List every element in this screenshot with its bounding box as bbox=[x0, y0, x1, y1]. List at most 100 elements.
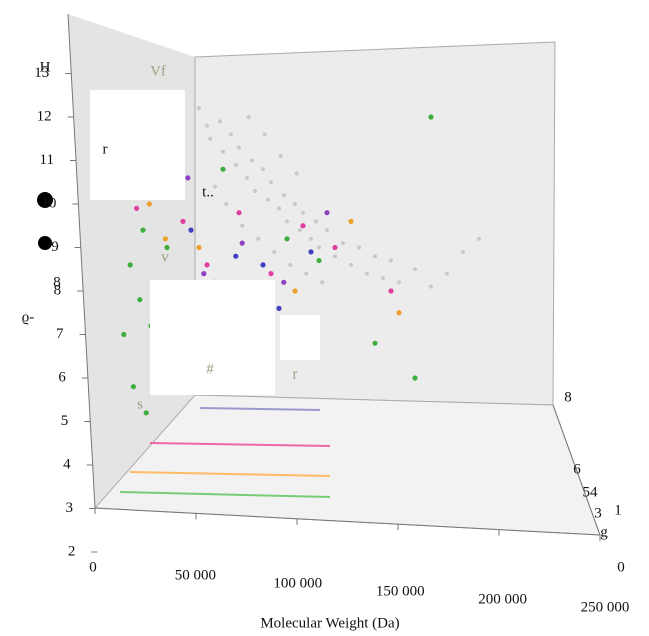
point bbox=[477, 236, 481, 241]
z-tick-label: 54 bbox=[583, 484, 599, 500]
point bbox=[127, 262, 133, 268]
point bbox=[325, 228, 329, 233]
x-tick-label: 100 000 bbox=[273, 575, 322, 591]
annotation: # bbox=[206, 361, 214, 377]
point bbox=[294, 171, 299, 176]
point bbox=[134, 205, 140, 211]
point bbox=[146, 201, 152, 207]
point bbox=[164, 244, 170, 251]
x-tick-label: 200 000 bbox=[478, 591, 527, 607]
point bbox=[208, 136, 213, 141]
z-tick-label: 8 bbox=[564, 389, 572, 405]
y-tick-label: 2 bbox=[68, 543, 76, 559]
annotation: t.. bbox=[202, 184, 214, 200]
artifact-dot bbox=[38, 236, 52, 250]
y-tick-label: 6 bbox=[58, 369, 66, 385]
point bbox=[313, 219, 318, 224]
point bbox=[180, 218, 186, 224]
point bbox=[281, 193, 286, 198]
point bbox=[130, 384, 136, 390]
point bbox=[324, 210, 330, 216]
point bbox=[304, 271, 309, 276]
point bbox=[320, 280, 325, 285]
point bbox=[428, 114, 434, 120]
point bbox=[240, 223, 245, 228]
z-tick-label: g bbox=[600, 524, 608, 540]
y-tick-label: 12 bbox=[37, 108, 52, 124]
point bbox=[140, 227, 146, 233]
z-tick-label: 0 bbox=[617, 559, 625, 575]
floor-streak bbox=[129, 471, 331, 477]
annotation: r bbox=[293, 366, 298, 382]
y-tick-label: 4 bbox=[63, 456, 71, 472]
x-tick-label: 0 bbox=[89, 559, 97, 575]
point bbox=[292, 288, 298, 294]
point bbox=[265, 197, 270, 202]
point bbox=[260, 262, 266, 268]
point bbox=[317, 245, 321, 250]
x-tick-label: 250 000 bbox=[581, 599, 630, 615]
point bbox=[137, 297, 143, 303]
annotation: v bbox=[161, 249, 169, 265]
point bbox=[237, 145, 241, 150]
y-tick-label: 13 bbox=[34, 65, 49, 81]
z-tick-label: 6 bbox=[573, 461, 581, 477]
point bbox=[412, 375, 418, 381]
y-tick-label: 8 bbox=[54, 282, 62, 298]
point bbox=[445, 271, 449, 276]
point bbox=[285, 219, 289, 224]
z-axis bbox=[552, 404, 601, 536]
annotation: 8 bbox=[53, 274, 61, 290]
point bbox=[121, 331, 127, 338]
point bbox=[249, 158, 254, 163]
point bbox=[288, 262, 293, 267]
point bbox=[429, 284, 433, 289]
point bbox=[236, 210, 242, 216]
x-tick-label: 50 000 bbox=[175, 567, 216, 583]
point bbox=[245, 175, 249, 180]
point bbox=[316, 257, 322, 264]
artifact bbox=[150, 280, 275, 395]
overlay: H 8 ϱ- Vf r v t.. s # r bbox=[22, 59, 320, 412]
annotation: ϱ- bbox=[22, 309, 35, 325]
annotation: r bbox=[103, 141, 108, 157]
point bbox=[397, 280, 401, 285]
point bbox=[389, 258, 393, 263]
point bbox=[261, 167, 265, 172]
y-tick-label: 3 bbox=[66, 500, 74, 516]
point bbox=[276, 305, 282, 311]
point bbox=[201, 271, 207, 277]
point bbox=[220, 166, 226, 172]
point bbox=[341, 241, 345, 246]
point bbox=[196, 244, 202, 251]
y-tick-label: 9 bbox=[51, 239, 59, 255]
point bbox=[333, 254, 337, 259]
floor-streak bbox=[199, 407, 321, 411]
point bbox=[162, 236, 168, 242]
artifact bbox=[90, 90, 185, 200]
annotation: Vf bbox=[150, 63, 166, 79]
floor-streak bbox=[119, 491, 331, 498]
y-axis bbox=[67, 13, 96, 509]
point bbox=[272, 249, 277, 254]
point bbox=[301, 210, 305, 215]
point bbox=[365, 271, 369, 276]
point bbox=[373, 254, 377, 259]
point bbox=[204, 262, 210, 268]
artifact bbox=[280, 315, 320, 360]
point bbox=[185, 175, 191, 181]
point bbox=[224, 202, 229, 206]
point bbox=[233, 253, 239, 259]
point bbox=[217, 119, 222, 124]
point bbox=[349, 262, 353, 267]
y-tick-label: 10 bbox=[41, 195, 56, 211]
point bbox=[262, 132, 267, 137]
y-tick-label: 11 bbox=[40, 152, 54, 168]
point bbox=[233, 162, 238, 167]
point bbox=[246, 115, 251, 119]
point bbox=[309, 236, 313, 241]
point bbox=[372, 340, 378, 346]
point bbox=[253, 188, 257, 193]
